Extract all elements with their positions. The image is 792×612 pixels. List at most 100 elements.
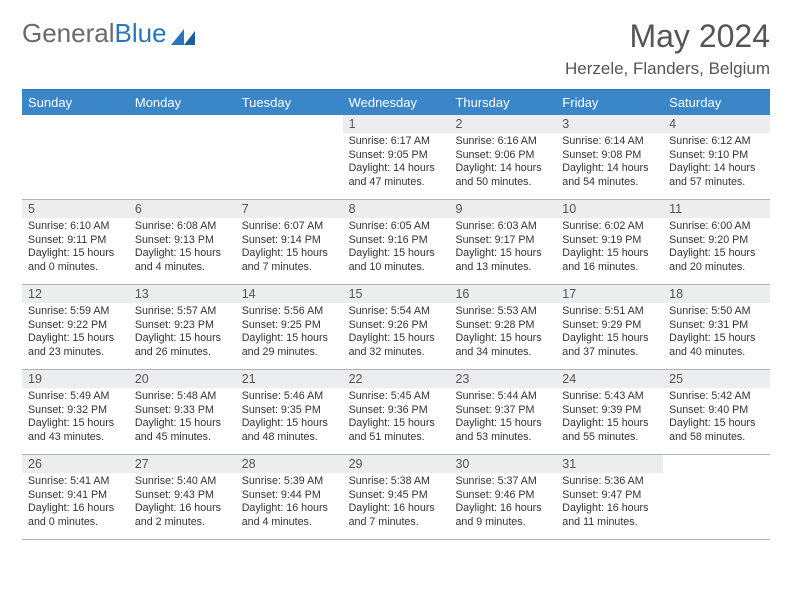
day-cell: 13Sunrise: 5:57 AMSunset: 9:23 PMDayligh… <box>129 285 236 369</box>
day-cell: 10Sunrise: 6:02 AMSunset: 9:19 PMDayligh… <box>556 200 663 284</box>
day-details: Sunrise: 5:44 AMSunset: 9:37 PMDaylight:… <box>449 388 556 449</box>
day-number: 27 <box>129 455 236 473</box>
day-details: Sunrise: 5:45 AMSunset: 9:36 PMDaylight:… <box>343 388 450 449</box>
day-cell: 31Sunrise: 5:36 AMSunset: 9:47 PMDayligh… <box>556 455 663 539</box>
weeks-container: 1Sunrise: 6:17 AMSunset: 9:05 PMDaylight… <box>22 115 770 540</box>
day-number: 28 <box>236 455 343 473</box>
day-cell: 6Sunrise: 6:08 AMSunset: 9:13 PMDaylight… <box>129 200 236 284</box>
day-details: Sunrise: 5:56 AMSunset: 9:25 PMDaylight:… <box>236 303 343 364</box>
day-number: 15 <box>343 285 450 303</box>
empty-cell <box>663 455 770 539</box>
day-details: Sunrise: 5:46 AMSunset: 9:35 PMDaylight:… <box>236 388 343 449</box>
day-cell: 21Sunrise: 5:46 AMSunset: 9:35 PMDayligh… <box>236 370 343 454</box>
week-row: 19Sunrise: 5:49 AMSunset: 9:32 PMDayligh… <box>22 370 770 455</box>
month-title: May 2024 <box>565 18 770 55</box>
day-cell: 27Sunrise: 5:40 AMSunset: 9:43 PMDayligh… <box>129 455 236 539</box>
day-number: 16 <box>449 285 556 303</box>
day-details: Sunrise: 5:51 AMSunset: 9:29 PMDaylight:… <box>556 303 663 364</box>
day-cell: 20Sunrise: 5:48 AMSunset: 9:33 PMDayligh… <box>129 370 236 454</box>
day-number: 6 <box>129 200 236 218</box>
dow-header: Wednesday <box>343 90 450 115</box>
week-row: 12Sunrise: 5:59 AMSunset: 9:22 PMDayligh… <box>22 285 770 370</box>
day-details: Sunrise: 5:57 AMSunset: 9:23 PMDaylight:… <box>129 303 236 364</box>
day-cell: 19Sunrise: 5:49 AMSunset: 9:32 PMDayligh… <box>22 370 129 454</box>
day-number: 22 <box>343 370 450 388</box>
day-details: Sunrise: 6:16 AMSunset: 9:06 PMDaylight:… <box>449 133 556 194</box>
day-number: 21 <box>236 370 343 388</box>
day-number: 20 <box>129 370 236 388</box>
title-block: May 2024 Herzele, Flanders, Belgium <box>565 18 770 79</box>
day-details: Sunrise: 5:40 AMSunset: 9:43 PMDaylight:… <box>129 473 236 534</box>
day-details: Sunrise: 6:07 AMSunset: 9:14 PMDaylight:… <box>236 218 343 279</box>
logo-text-blue: Blue <box>115 18 167 49</box>
logo: GeneralBlue <box>22 18 197 49</box>
day-details: Sunrise: 6:12 AMSunset: 9:10 PMDaylight:… <box>663 133 770 194</box>
day-details: Sunrise: 5:50 AMSunset: 9:31 PMDaylight:… <box>663 303 770 364</box>
day-cell: 16Sunrise: 5:53 AMSunset: 9:28 PMDayligh… <box>449 285 556 369</box>
dow-header: Thursday <box>449 90 556 115</box>
empty-cell <box>22 115 129 199</box>
day-details: Sunrise: 5:54 AMSunset: 9:26 PMDaylight:… <box>343 303 450 364</box>
day-cell: 7Sunrise: 6:07 AMSunset: 9:14 PMDaylight… <box>236 200 343 284</box>
day-cell: 22Sunrise: 5:45 AMSunset: 9:36 PMDayligh… <box>343 370 450 454</box>
day-number: 31 <box>556 455 663 473</box>
day-number: 18 <box>663 285 770 303</box>
day-details: Sunrise: 6:08 AMSunset: 9:13 PMDaylight:… <box>129 218 236 279</box>
empty-cell <box>236 115 343 199</box>
dow-header: Tuesday <box>236 90 343 115</box>
day-cell: 2Sunrise: 6:16 AMSunset: 9:06 PMDaylight… <box>449 115 556 199</box>
dow-header: Sunday <box>22 90 129 115</box>
dow-header: Friday <box>556 90 663 115</box>
day-details: Sunrise: 6:17 AMSunset: 9:05 PMDaylight:… <box>343 133 450 194</box>
dow-header-row: SundayMondayTuesdayWednesdayThursdayFrid… <box>22 90 770 115</box>
day-cell: 3Sunrise: 6:14 AMSunset: 9:08 PMDaylight… <box>556 115 663 199</box>
empty-cell <box>129 115 236 199</box>
day-details: Sunrise: 5:59 AMSunset: 9:22 PMDaylight:… <box>22 303 129 364</box>
day-number: 13 <box>129 285 236 303</box>
day-number: 4 <box>663 115 770 133</box>
day-details: Sunrise: 6:10 AMSunset: 9:11 PMDaylight:… <box>22 218 129 279</box>
day-cell: 23Sunrise: 5:44 AMSunset: 9:37 PMDayligh… <box>449 370 556 454</box>
day-details: Sunrise: 5:48 AMSunset: 9:33 PMDaylight:… <box>129 388 236 449</box>
day-number: 17 <box>556 285 663 303</box>
dow-header: Saturday <box>663 90 770 115</box>
day-number: 19 <box>22 370 129 388</box>
day-cell: 4Sunrise: 6:12 AMSunset: 9:10 PMDaylight… <box>663 115 770 199</box>
day-number: 26 <box>22 455 129 473</box>
day-number: 9 <box>449 200 556 218</box>
week-row: 26Sunrise: 5:41 AMSunset: 9:41 PMDayligh… <box>22 455 770 540</box>
day-cell: 30Sunrise: 5:37 AMSunset: 9:46 PMDayligh… <box>449 455 556 539</box>
day-details: Sunrise: 5:38 AMSunset: 9:45 PMDaylight:… <box>343 473 450 534</box>
day-cell: 17Sunrise: 5:51 AMSunset: 9:29 PMDayligh… <box>556 285 663 369</box>
day-number: 12 <box>22 285 129 303</box>
week-row: 1Sunrise: 6:17 AMSunset: 9:05 PMDaylight… <box>22 115 770 200</box>
day-number: 5 <box>22 200 129 218</box>
day-details: Sunrise: 6:05 AMSunset: 9:16 PMDaylight:… <box>343 218 450 279</box>
day-details: Sunrise: 5:41 AMSunset: 9:41 PMDaylight:… <box>22 473 129 534</box>
day-cell: 1Sunrise: 6:17 AMSunset: 9:05 PMDaylight… <box>343 115 450 199</box>
location-text: Herzele, Flanders, Belgium <box>565 59 770 79</box>
day-number: 30 <box>449 455 556 473</box>
day-number: 23 <box>449 370 556 388</box>
calendar: SundayMondayTuesdayWednesdayThursdayFrid… <box>22 89 770 540</box>
day-details: Sunrise: 6:00 AMSunset: 9:20 PMDaylight:… <box>663 218 770 279</box>
day-number: 25 <box>663 370 770 388</box>
logo-text-general: General <box>22 18 115 49</box>
day-cell: 18Sunrise: 5:50 AMSunset: 9:31 PMDayligh… <box>663 285 770 369</box>
day-details: Sunrise: 6:03 AMSunset: 9:17 PMDaylight:… <box>449 218 556 279</box>
day-details: Sunrise: 6:02 AMSunset: 9:19 PMDaylight:… <box>556 218 663 279</box>
day-cell: 15Sunrise: 5:54 AMSunset: 9:26 PMDayligh… <box>343 285 450 369</box>
day-details: Sunrise: 5:49 AMSunset: 9:32 PMDaylight:… <box>22 388 129 449</box>
day-number: 8 <box>343 200 450 218</box>
day-number: 29 <box>343 455 450 473</box>
day-cell: 11Sunrise: 6:00 AMSunset: 9:20 PMDayligh… <box>663 200 770 284</box>
day-details: Sunrise: 6:14 AMSunset: 9:08 PMDaylight:… <box>556 133 663 194</box>
day-details: Sunrise: 5:36 AMSunset: 9:47 PMDaylight:… <box>556 473 663 534</box>
day-cell: 9Sunrise: 6:03 AMSunset: 9:17 PMDaylight… <box>449 200 556 284</box>
day-number: 3 <box>556 115 663 133</box>
day-cell: 24Sunrise: 5:43 AMSunset: 9:39 PMDayligh… <box>556 370 663 454</box>
day-number: 11 <box>663 200 770 218</box>
day-details: Sunrise: 5:37 AMSunset: 9:46 PMDaylight:… <box>449 473 556 534</box>
day-number: 7 <box>236 200 343 218</box>
day-number: 24 <box>556 370 663 388</box>
